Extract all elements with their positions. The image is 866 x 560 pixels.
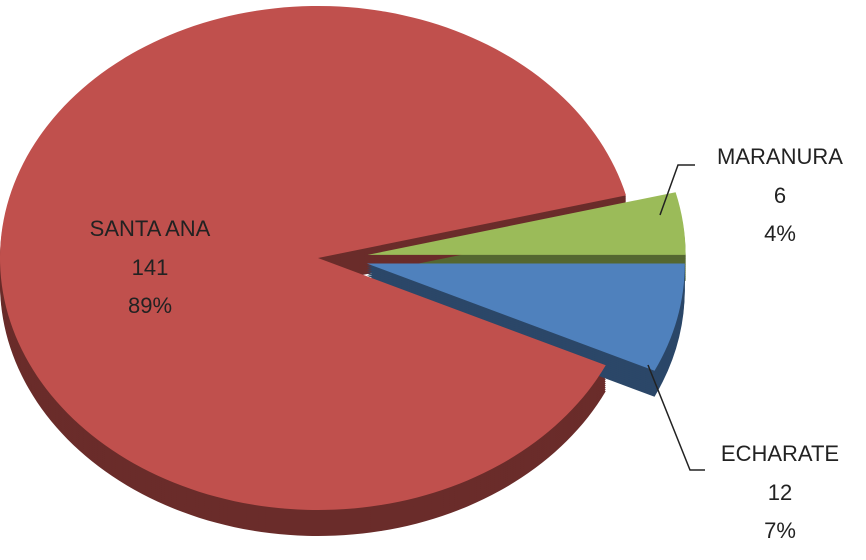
category-label: ECHARATE (721, 441, 839, 466)
percent-label: 7% (764, 518, 796, 543)
labels: MARANURA 6 4% SANTA ANA 141 89% ECHARATE 12 7% (90, 144, 844, 543)
leader-line (647, 364, 705, 471)
slice (366, 263, 685, 371)
slice (0, 5, 627, 510)
leader-line (659, 164, 695, 216)
slice (367, 192, 686, 255)
count-label: 6 (774, 183, 786, 208)
percent-label: 89% (128, 293, 172, 318)
count-label: 141 (132, 255, 169, 280)
count-label: 12 (768, 480, 792, 505)
category-label: SANTA ANA (90, 216, 211, 241)
pie-tops (0, 5, 686, 510)
category-label: MARANURA (717, 144, 843, 169)
percent-label: 4% (764, 221, 796, 246)
